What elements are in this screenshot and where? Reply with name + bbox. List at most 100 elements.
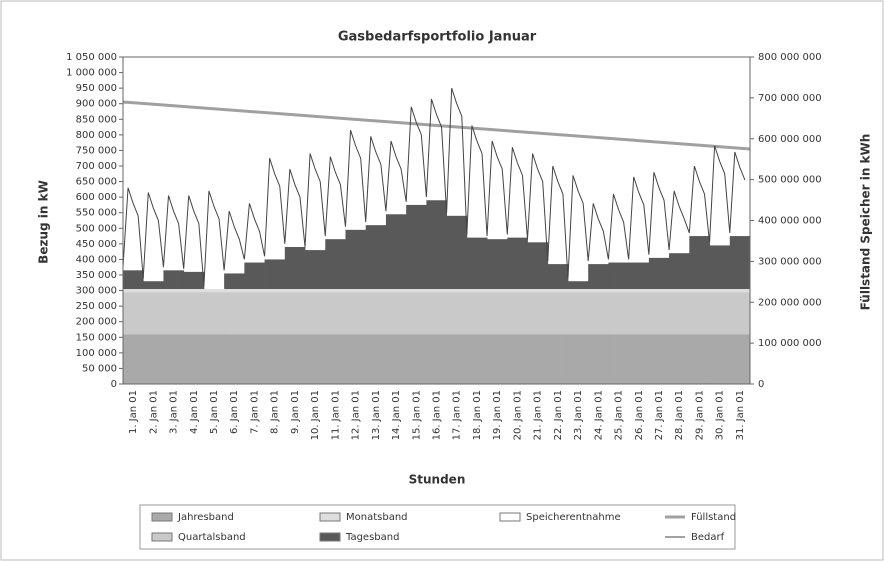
band-segment: [507, 237, 528, 290]
band-segment: [284, 334, 306, 384]
band-segment: [608, 334, 630, 384]
band-segment: [426, 292, 448, 335]
band-segment: [648, 289, 670, 293]
band-segment: [123, 292, 144, 335]
y-tick-label: 800 000: [76, 130, 117, 141]
band-segment: [365, 334, 387, 384]
band-segment: [507, 289, 528, 293]
band-segment: [426, 289, 448, 293]
x-tick-label: 6. Jan 01: [229, 390, 240, 434]
y-tick-label: 350 000: [76, 270, 117, 281]
x-tick-label: 16. Jan 01: [432, 390, 443, 440]
band-segment: [709, 292, 731, 335]
bedarf-line: [122, 87, 746, 286]
y-tick-label: 950 000: [76, 83, 117, 94]
band-segment: [163, 334, 185, 384]
band-segment: [507, 334, 528, 384]
band-segment: [224, 334, 245, 384]
band-segment: [123, 289, 144, 293]
band-segment: [123, 334, 144, 384]
y-tick-label: 600 000: [76, 192, 117, 203]
band-segment: [608, 262, 630, 290]
band-segment: [345, 289, 367, 293]
band-segment: [446, 215, 468, 290]
band-segment: [325, 239, 346, 290]
x-tick-label: 9. Jan 01: [290, 390, 301, 434]
band-segment: [305, 334, 326, 384]
band-segment: [365, 225, 387, 290]
band-segment: [527, 292, 549, 335]
band-segment: [567, 289, 589, 293]
legend-swatch: [499, 512, 521, 522]
y2-axis-label: Füllstand Speicher in kWh: [859, 134, 873, 311]
band-segment: [224, 273, 245, 290]
band-segment: [729, 289, 751, 293]
band-segment: [608, 292, 630, 335]
band-segment: [203, 289, 225, 293]
x-tick-label: 3. Jan 01: [169, 390, 180, 434]
band-segment: [203, 292, 225, 335]
band-segment: [163, 270, 185, 290]
x-tick-label: 14. Jan 01: [391, 390, 402, 440]
band-segment: [224, 289, 245, 293]
band-segment: [527, 334, 549, 384]
band-segment: [446, 334, 468, 384]
x-tick-label: 5. Jan 01: [209, 390, 220, 434]
y2-tick-label: 200 000 000: [758, 297, 822, 308]
band-segment: [628, 292, 650, 335]
band-segment: [648, 334, 670, 384]
band-segment: [325, 334, 346, 384]
band-segment: [446, 292, 468, 335]
legend-swatch: [319, 512, 341, 522]
band-segment: [183, 334, 205, 384]
y-tick-label: 50 000: [82, 363, 117, 374]
band-segment: [709, 245, 731, 290]
band-segment: [669, 289, 690, 293]
x-tick-label: 15. Jan 01: [411, 390, 422, 440]
band-segment: [385, 289, 407, 293]
band-segment: [608, 289, 630, 293]
y-tick-label: 750 000: [76, 145, 117, 156]
band-segment: [709, 289, 731, 293]
band-segment: [729, 292, 751, 335]
band-segment: [426, 200, 448, 290]
band-segment: [628, 262, 650, 290]
band-segment: [689, 334, 710, 384]
chart-title: Gasbedarfsportfolio Januar: [338, 30, 537, 45]
y-tick-label: 700 000: [76, 161, 117, 172]
band-segment: [365, 292, 387, 335]
x-tick-label: 31. Jan 01: [735, 390, 746, 440]
band-segment: [446, 289, 468, 293]
band-segment: [729, 236, 751, 290]
x-tick-label: 13. Jan 01: [371, 390, 382, 440]
y-tick-label: 0: [111, 379, 117, 390]
x-tick-label: 12. Jan 01: [351, 390, 362, 440]
x-tick-label: 27. Jan 01: [654, 390, 665, 440]
band-segment: [305, 250, 326, 290]
x-tick-label: 26. Jan 01: [634, 390, 645, 440]
y-tick-label: 200 000: [76, 317, 117, 328]
band-segment: [527, 242, 549, 290]
band-segment: [628, 334, 650, 384]
band-segment: [284, 292, 306, 335]
band-segment: [406, 204, 427, 290]
y-tick-label: 500 000: [76, 223, 117, 234]
legend-label: Tagesband: [345, 532, 399, 543]
band-segment: [547, 334, 569, 384]
x-tick-label: 21. Jan 01: [533, 390, 544, 440]
x-tick-label: 18. Jan 01: [472, 390, 483, 440]
x-tick-label: 28. Jan 01: [674, 390, 685, 440]
x-tick-label: 20. Jan 01: [512, 390, 523, 440]
x-tick-label: 1. Jan 01: [128, 390, 139, 434]
band-segment: [305, 289, 326, 293]
band-segment: [466, 289, 488, 293]
band-segment: [567, 334, 589, 384]
band-segment: [487, 334, 508, 384]
legend-label: Quartalsband: [178, 532, 246, 543]
band-segment: [143, 289, 164, 293]
x-tick-label: 8. Jan 01: [270, 390, 281, 434]
band-segment: [588, 334, 609, 384]
y2-tick-label: 100 000 000: [758, 338, 822, 349]
y-tick-label: 400 000: [76, 254, 117, 265]
legend-label: Füllstand: [691, 512, 736, 523]
